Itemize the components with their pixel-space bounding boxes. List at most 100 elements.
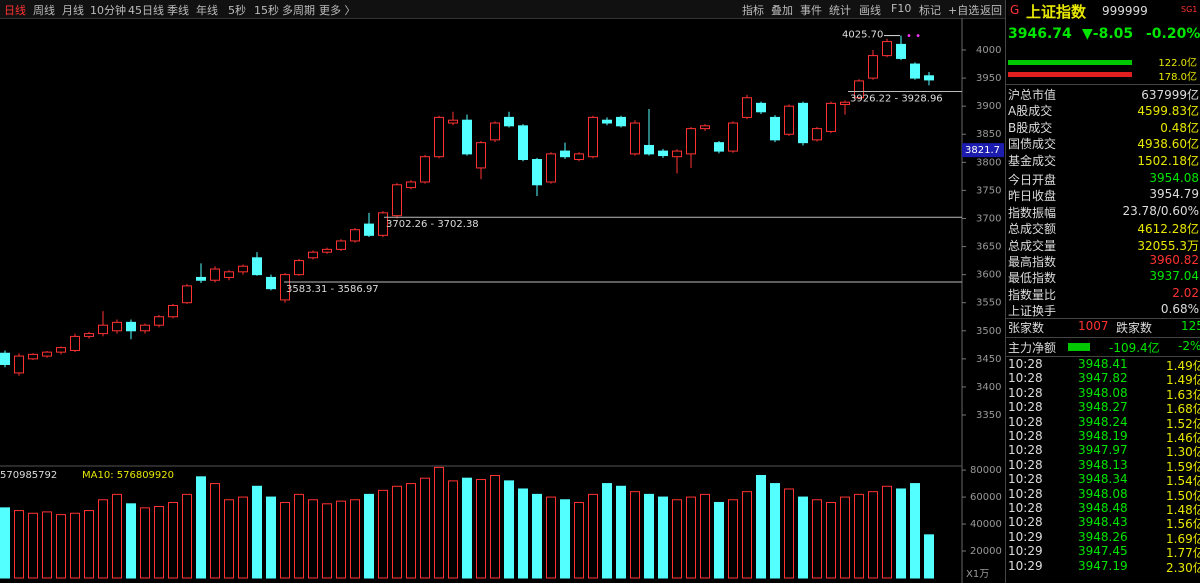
period-tab[interactable]: 周线 (33, 4, 55, 17)
candle-body (392, 184, 402, 217)
tick-volume: 1.46亿 (1166, 431, 1200, 445)
tick-volume: 2.30亿 (1166, 560, 1200, 575)
candle-body (518, 125, 528, 161)
volume-bar (840, 496, 850, 579)
tick-price: 3948.08 (1078, 385, 1128, 400)
separator (1006, 318, 1200, 319)
buy-bar (1008, 60, 1132, 65)
period-tab[interactable]: 45日线 (128, 4, 164, 17)
volume-bar (784, 488, 794, 579)
volume-bar (644, 493, 654, 579)
volume-bar (882, 485, 892, 579)
tick-price: 3948.19 (1078, 429, 1128, 443)
candle-body (588, 116, 598, 158)
period-tab[interactable]: 季线 (167, 4, 189, 17)
toolbar-button[interactable]: 返回 (980, 4, 1002, 17)
volume-bar (336, 500, 346, 579)
candle-body (406, 181, 416, 189)
breadth-up: 1007 (1078, 319, 1109, 333)
volume-bar (546, 496, 556, 579)
tick-price: 3948.48 (1078, 501, 1128, 515)
flow-bar (1068, 343, 1090, 351)
toolbar-button[interactable]: F10 (891, 2, 912, 15)
stat-value: 23.78/0.60% (1122, 203, 1199, 218)
candle-body (322, 248, 332, 253)
toolbar-button[interactable]: 指标 (742, 4, 764, 17)
price-level-label: 3583.31 - 3586.97 (286, 284, 379, 295)
stat-value: 4599.83亿 (1137, 104, 1199, 119)
change-pct: -0.20% (1146, 26, 1200, 42)
candle-body (574, 153, 584, 161)
volume-bar (574, 501, 584, 579)
volume-bar (210, 483, 220, 579)
volume-bar (518, 488, 528, 579)
stat-label: 上证换手 (1008, 304, 1057, 319)
period-tab[interactable]: 年线 (196, 4, 218, 17)
price: 3946.74 (1008, 26, 1072, 42)
stat-value: 637999亿 (1141, 88, 1199, 102)
y-tick-label: 3500 (976, 326, 1001, 337)
volume-bar (168, 501, 178, 579)
volume-bar (588, 493, 598, 579)
tick-time: 10:28 (1008, 414, 1043, 429)
period-tab[interactable]: 15秒 (254, 4, 279, 17)
index-name: 上证指数 (1026, 3, 1087, 21)
tick-time: 10:28 (1008, 429, 1043, 443)
candle-body (504, 116, 514, 127)
stat-value: 4612.28亿 (1137, 222, 1199, 237)
toolbar-button[interactable]: 画线 (859, 4, 881, 17)
candle-body (182, 285, 192, 304)
breadth-up-label: 张家数 (1008, 321, 1045, 335)
tick-volume: 1.77亿 (1166, 546, 1200, 561)
volume-bar (826, 501, 836, 579)
period-tab[interactable]: 5秒 (228, 4, 246, 17)
candle-body (812, 128, 822, 141)
candle-body (294, 260, 304, 276)
tick-time: 10:28 (1008, 371, 1043, 386)
stat-label: 最高指数 (1008, 255, 1057, 269)
period-tab[interactable]: 更多 〉 (319, 4, 356, 17)
tick-time: 10:28 (1008, 385, 1043, 400)
stat-label: 指数量比 (1008, 287, 1057, 302)
candle-body (658, 150, 668, 157)
candle-body (742, 97, 752, 118)
stat-label: 最低指数 (1008, 271, 1057, 286)
period-tab[interactable]: 10分钟 (90, 4, 126, 17)
y-tick-label: 3350 (976, 410, 1001, 421)
flow-label: 主力净额 (1008, 341, 1057, 355)
candle-body (490, 122, 500, 141)
period-tab[interactable]: 月线 (62, 4, 84, 17)
tick-volume: 1.68亿 (1166, 402, 1200, 417)
stat-value: 1502.18亿 (1137, 153, 1199, 168)
candle-body (0, 352, 10, 365)
tick-price: 3948.27 (1078, 400, 1128, 415)
volume-bar (756, 474, 766, 579)
volume-bar (378, 489, 388, 579)
tick-price: 3947.97 (1078, 443, 1128, 458)
toolbar-button[interactable]: 标记 (919, 4, 941, 17)
toolbar-button[interactable]: 统计 (829, 4, 851, 17)
period-tab[interactable]: 日线 (4, 4, 26, 17)
volume-bar (84, 510, 94, 579)
tick-volume: 1.59亿 (1166, 459, 1200, 474)
volume-bar (728, 499, 738, 579)
tick-price: 3948.41 (1078, 357, 1128, 371)
tick-price: 3948.26 (1078, 529, 1128, 544)
volume-bar (70, 512, 80, 579)
volume-bar (532, 493, 542, 579)
toolbar-button[interactable]: 叠加 (771, 4, 793, 17)
tick-time: 10:28 (1008, 486, 1043, 501)
stat-value: 0.68% (1160, 302, 1199, 317)
y-tick-label: 3400 (976, 382, 1001, 393)
volume-bar (434, 466, 444, 579)
toolbar-button[interactable]: +自选 (948, 4, 980, 17)
volume-bar (868, 491, 878, 579)
period-tab[interactable]: 多周期 (282, 4, 315, 17)
candle-body (700, 125, 710, 130)
volume-bar (630, 491, 640, 579)
volume-bar (14, 510, 24, 579)
volume-bar (560, 499, 570, 579)
tick-time: 10:28 (1008, 501, 1043, 515)
toolbar-button[interactable]: 事件 (800, 4, 822, 17)
